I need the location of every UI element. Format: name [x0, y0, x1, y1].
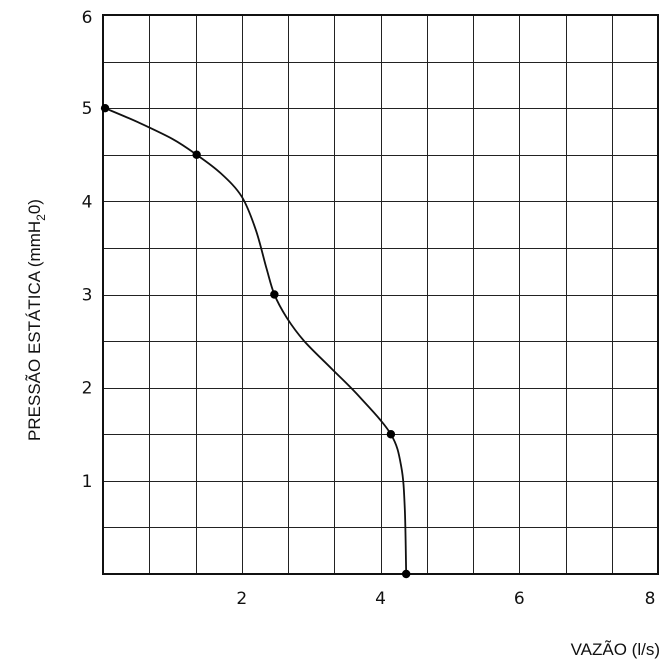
- y-tick-label: 5: [82, 99, 93, 119]
- y-axis-label-end: 0): [25, 199, 44, 214]
- y-axis-label-subscript: 2: [34, 214, 48, 221]
- y-tick-label: 3: [82, 286, 93, 306]
- x-axis-label: VAZÃO (l/s): [571, 640, 660, 659]
- x-tick-label: 6: [514, 589, 525, 609]
- y-tick-label: 2: [82, 379, 93, 399]
- y-tick-label: 4: [82, 192, 93, 212]
- plot-frame: [102, 14, 659, 575]
- grid: [103, 15, 658, 574]
- data-point-5: [401, 569, 411, 579]
- y-tick-labels: 1 2 3 4 5 6: [82, 8, 93, 492]
- y-tick-label: 6: [82, 8, 93, 28]
- y-tick-label: 1: [82, 472, 93, 492]
- data-point-2: [192, 150, 201, 159]
- x-tick-label: 2: [236, 589, 247, 609]
- x-tick-label: 8: [645, 589, 656, 609]
- x-tick-label: 4: [375, 589, 386, 609]
- y-axis-label: PRESSÃO ESTÁTICA (mmH20): [25, 199, 48, 441]
- y-axis-label-main: PRESSÃO ESTÁTICA (mmH: [25, 221, 44, 441]
- data-point-1: [100, 103, 110, 113]
- data-point-3: [270, 290, 279, 299]
- data-point-4: [386, 430, 396, 439]
- x-tick-labels: 2 4 6 8: [236, 589, 655, 609]
- data-points: [100, 103, 411, 579]
